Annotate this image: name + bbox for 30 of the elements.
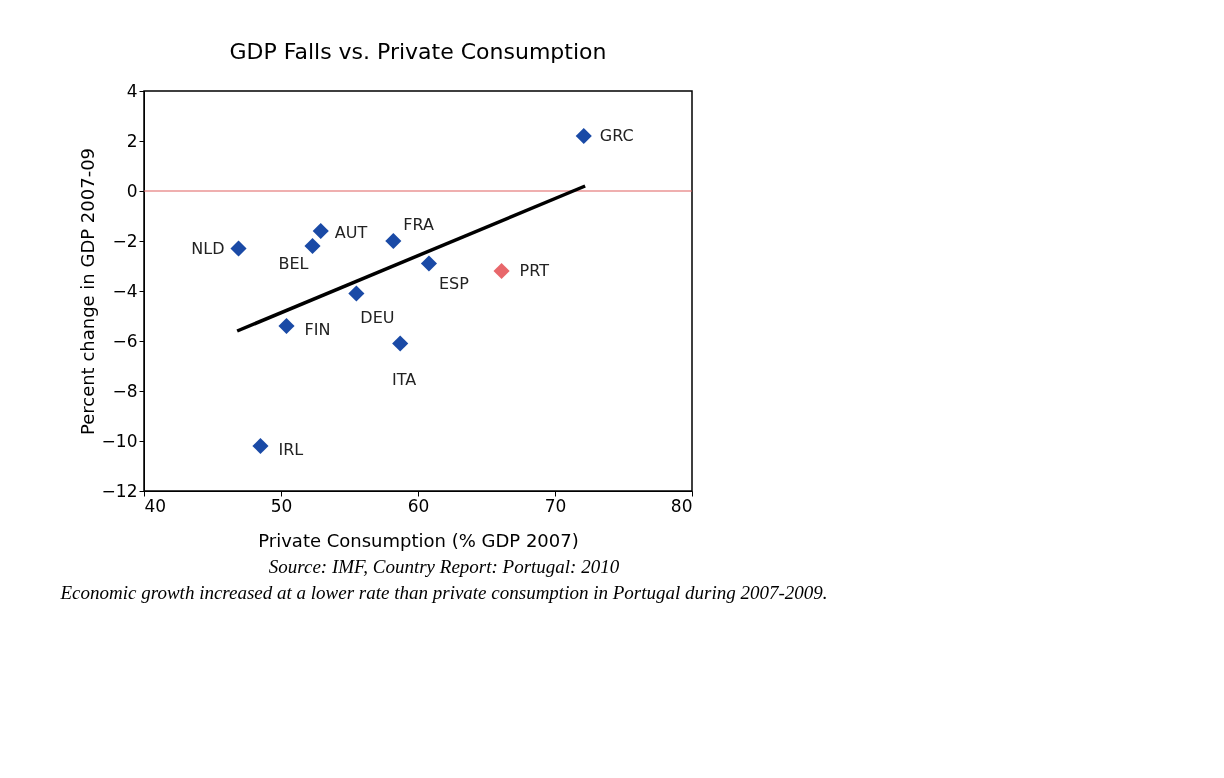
y-tick-label: 0 <box>126 180 138 201</box>
x-tick-label: 80 <box>670 495 693 516</box>
y-tick-label: −8 <box>112 380 138 401</box>
x-tick-label: 40 <box>144 495 167 516</box>
y-tick-label: −10 <box>101 430 138 451</box>
source-note: Source: IMF, Country Report: Portugal: 2010 <box>268 556 620 577</box>
y-tick-label: −4 <box>112 280 138 301</box>
annotation: ITA <box>392 369 417 389</box>
y-tick-label: −6 <box>112 330 138 351</box>
y-tick-label: −2 <box>112 230 138 251</box>
chart-title: GDP Falls vs. Private Consumption <box>229 39 607 64</box>
annotation: IRL <box>278 440 304 459</box>
annotation: AUT <box>334 223 368 242</box>
annotation: GRC <box>599 126 634 145</box>
annotation: PRT <box>519 261 550 280</box>
y-tick-label: 2 <box>126 130 138 151</box>
annotation: FIN <box>304 320 331 339</box>
x-tick-label: 50 <box>270 495 293 516</box>
x-axis-title: Private Consumption (% GDP 2007) <box>258 529 579 551</box>
x-tick-label: 70 <box>544 495 567 516</box>
annotation: ESP <box>438 273 470 293</box>
annotation: NLD <box>191 238 225 258</box>
x-tick-label: 60 <box>407 495 430 516</box>
annotation: FRA <box>403 215 435 234</box>
annotation: DEU <box>360 307 395 327</box>
annotation: BEL <box>278 254 309 273</box>
y-tick-label: −12 <box>101 480 138 501</box>
text: Economic growth increased at a lower rate than private consumption in Portugal during 2007-2009. <box>59 582 828 603</box>
y-tick-label: 4 <box>126 80 138 101</box>
y-axis-title: Percent change in GDP 2007-09 <box>76 147 98 436</box>
